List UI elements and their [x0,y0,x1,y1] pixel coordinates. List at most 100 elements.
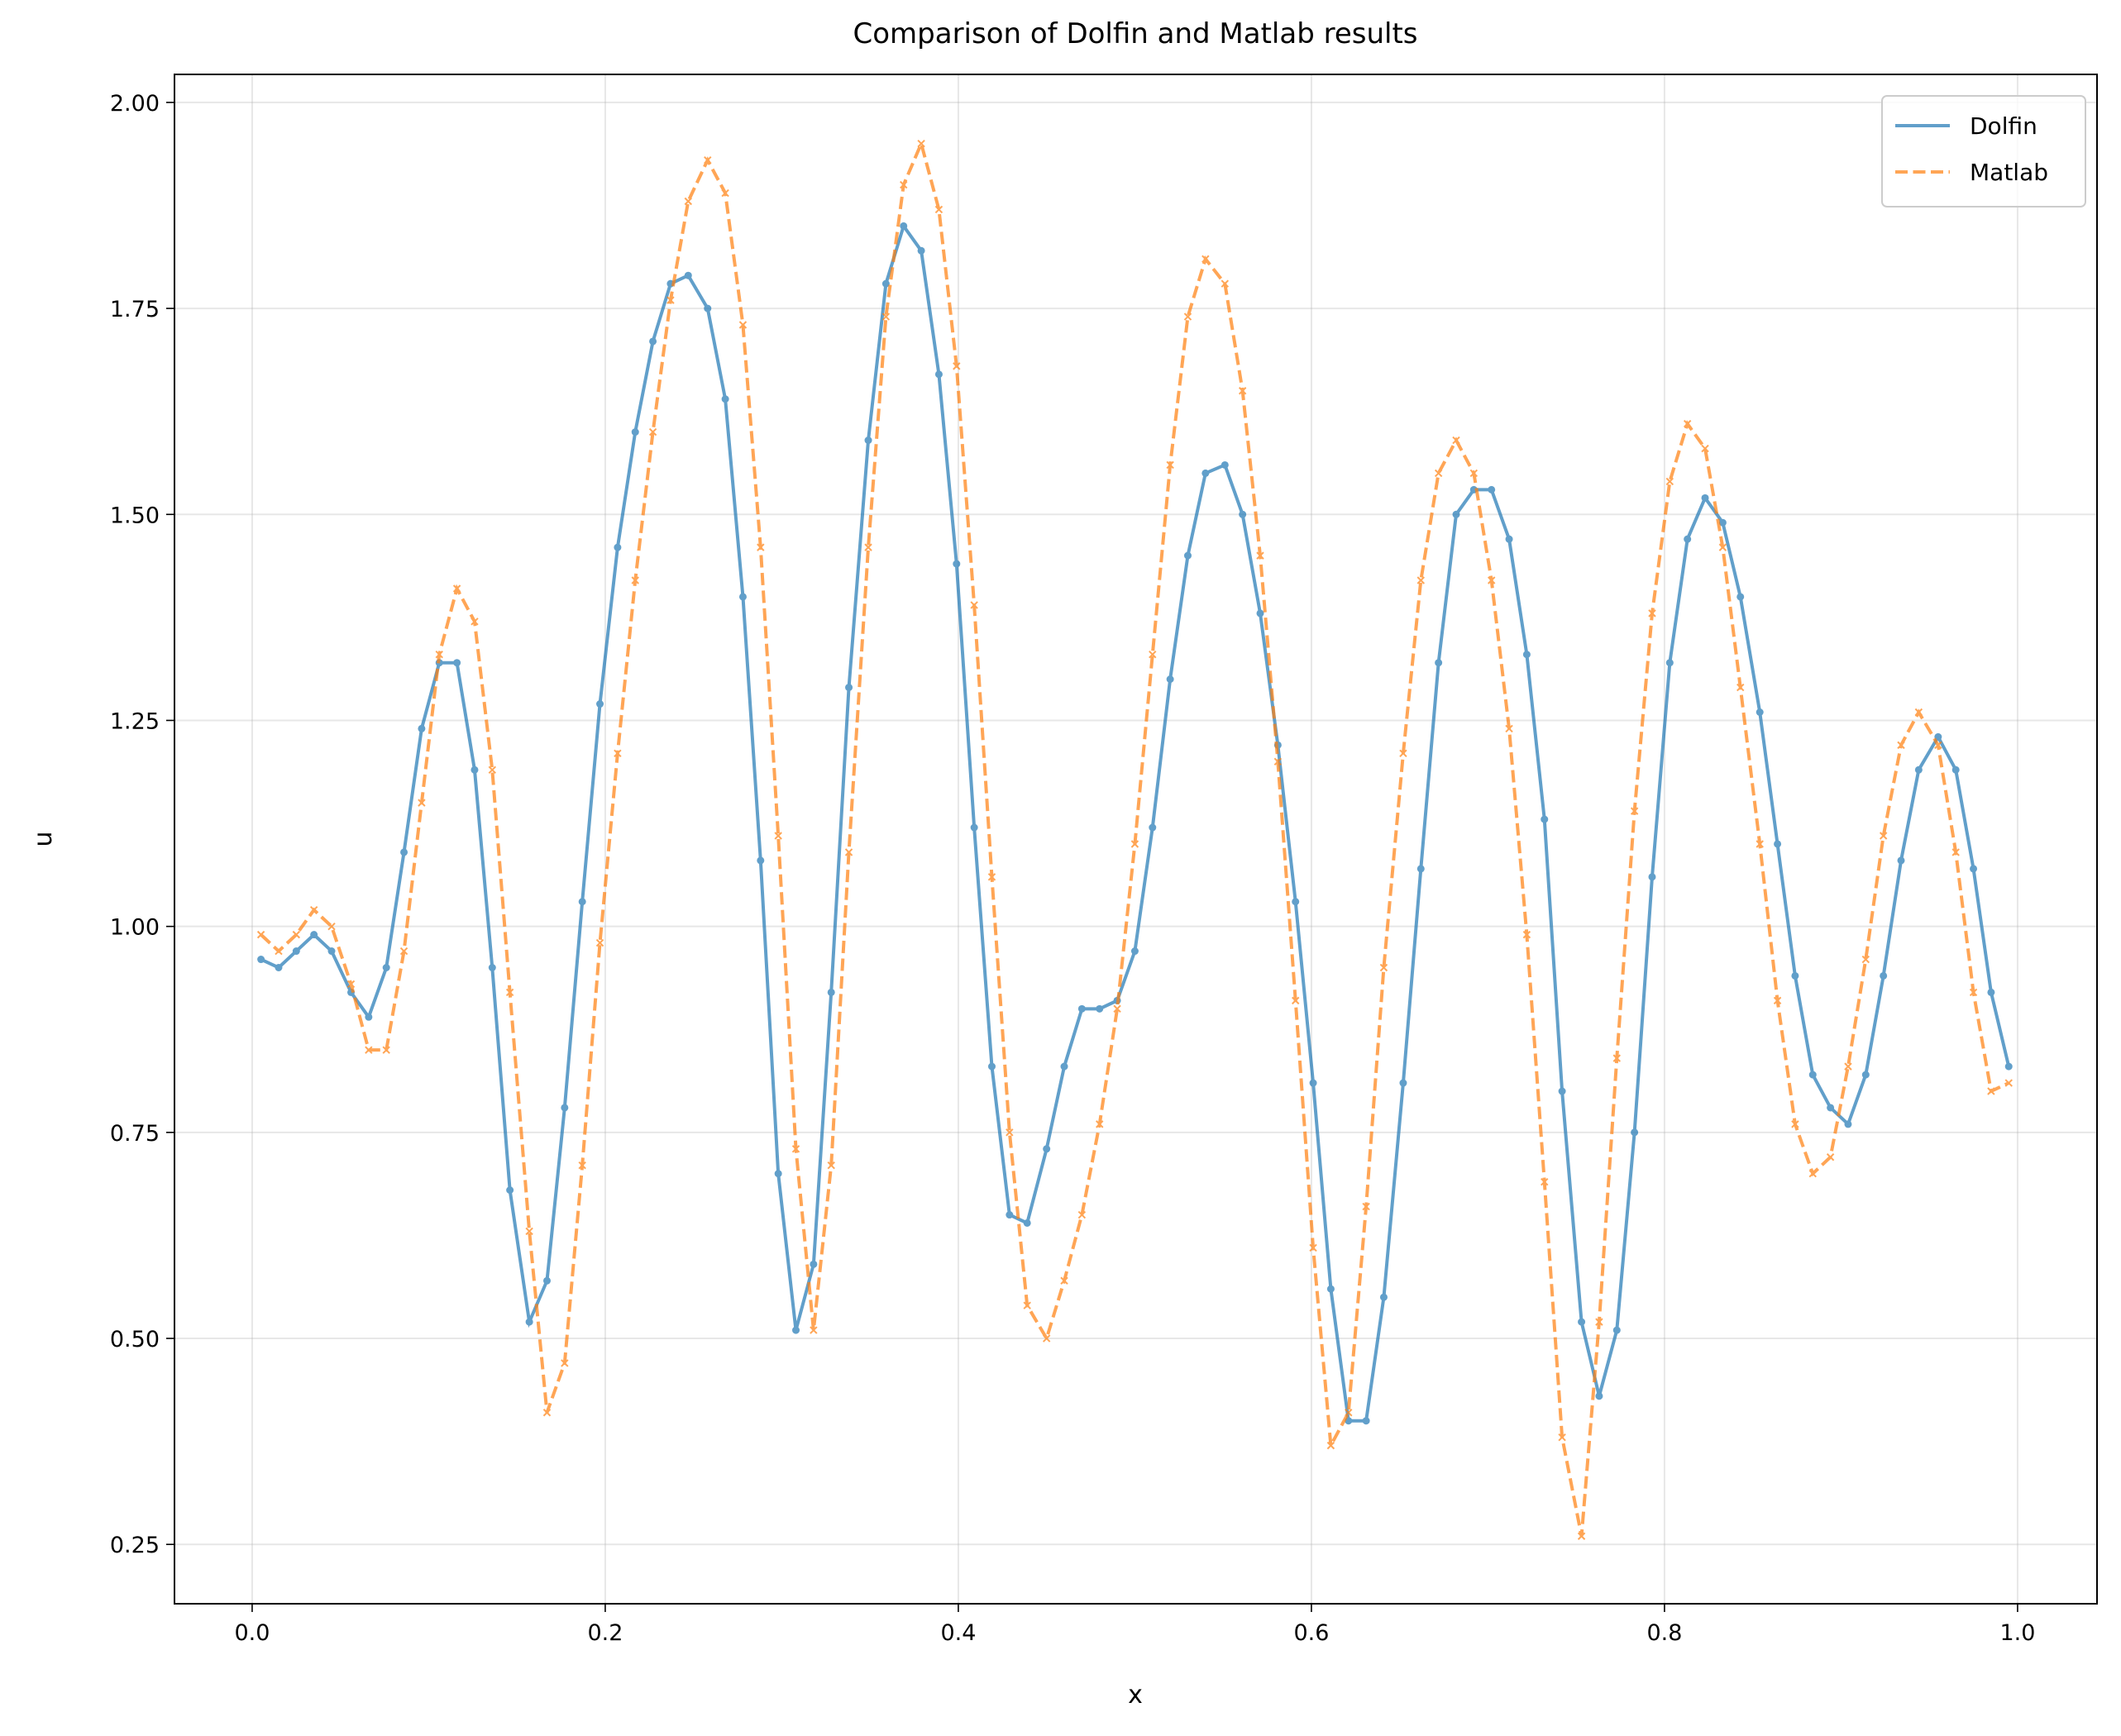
point [1791,1120,1799,1128]
point [1221,460,1229,469]
point [1718,543,1727,551]
point [505,988,514,997]
point [1522,651,1531,659]
point [881,279,890,288]
point [792,1326,800,1334]
point [757,856,765,865]
point [1897,856,1905,865]
point [399,947,408,956]
point [1969,988,1978,997]
point [704,304,712,312]
point [1023,1219,1031,1227]
point [1541,1177,1549,1186]
point [1897,741,1905,750]
point [1273,757,1283,766]
point [561,1104,569,1112]
point [844,848,853,856]
point [1612,1054,1621,1062]
point [1684,535,1692,543]
y-tick-label: 1.00 [110,915,160,941]
point [900,180,908,189]
point [1987,1087,1995,1095]
point [1558,1433,1566,1442]
point [1043,1145,1051,1153]
series [257,222,2013,1425]
point [382,1046,390,1054]
point [1577,1532,1586,1540]
point [382,963,390,971]
point [1861,1071,1870,1079]
point [1292,996,1300,1005]
point [1630,807,1639,815]
point [1113,1004,1121,1013]
point [1292,898,1300,906]
point [864,543,872,551]
point [917,140,925,148]
point [542,1276,551,1285]
point [1399,1079,1407,1087]
point [1060,1062,1068,1071]
point [1522,930,1531,939]
point [1096,1120,1104,1128]
point [1987,988,1995,996]
point [1791,971,1799,980]
point [596,700,604,708]
point [934,370,943,379]
x-axis-label: x [1128,1681,1143,1710]
point [365,1013,373,1021]
point [987,1062,996,1071]
point [1595,1318,1603,1326]
point [721,395,729,403]
x-tick-label: 0.4 [940,1620,976,1646]
point [648,427,657,436]
point [1773,996,1782,1005]
point [257,956,265,964]
point [810,1260,818,1268]
point [1469,469,1478,478]
point [1130,947,1139,956]
point [1951,765,1960,774]
point [1541,815,1549,823]
point [1578,1318,1586,1326]
point [1736,593,1745,601]
point [418,799,426,807]
point [1756,708,1764,716]
point [1452,510,1460,518]
point [525,1227,533,1236]
point [1060,1276,1068,1285]
point [757,543,765,551]
point [1827,1104,1835,1112]
point [917,246,925,255]
y-axis-label: u [29,831,58,847]
point [309,906,318,914]
point [1914,765,1923,774]
point [1201,255,1210,263]
point [1861,955,1870,964]
point [1326,1441,1335,1450]
point [934,205,943,214]
point [704,155,712,165]
point [1434,469,1443,478]
point [1452,436,1460,445]
point [791,1145,800,1153]
point [1595,1392,1603,1400]
x-tick-label: 0.6 [1293,1620,1329,1646]
point [1006,1211,1014,1219]
point [256,930,265,939]
point [1505,724,1513,733]
point [1149,651,1157,659]
point [275,947,283,956]
point [827,988,835,996]
legend-label: Dolfin [1970,112,2037,140]
point [310,931,318,939]
y-tick-label: 1.25 [110,708,160,734]
point [1309,1243,1317,1252]
point [631,428,639,436]
point [471,765,479,774]
y-tick-label: 0.50 [110,1327,160,1352]
point [453,659,461,667]
point [900,222,908,230]
point [1736,683,1745,692]
series [256,138,2013,1540]
